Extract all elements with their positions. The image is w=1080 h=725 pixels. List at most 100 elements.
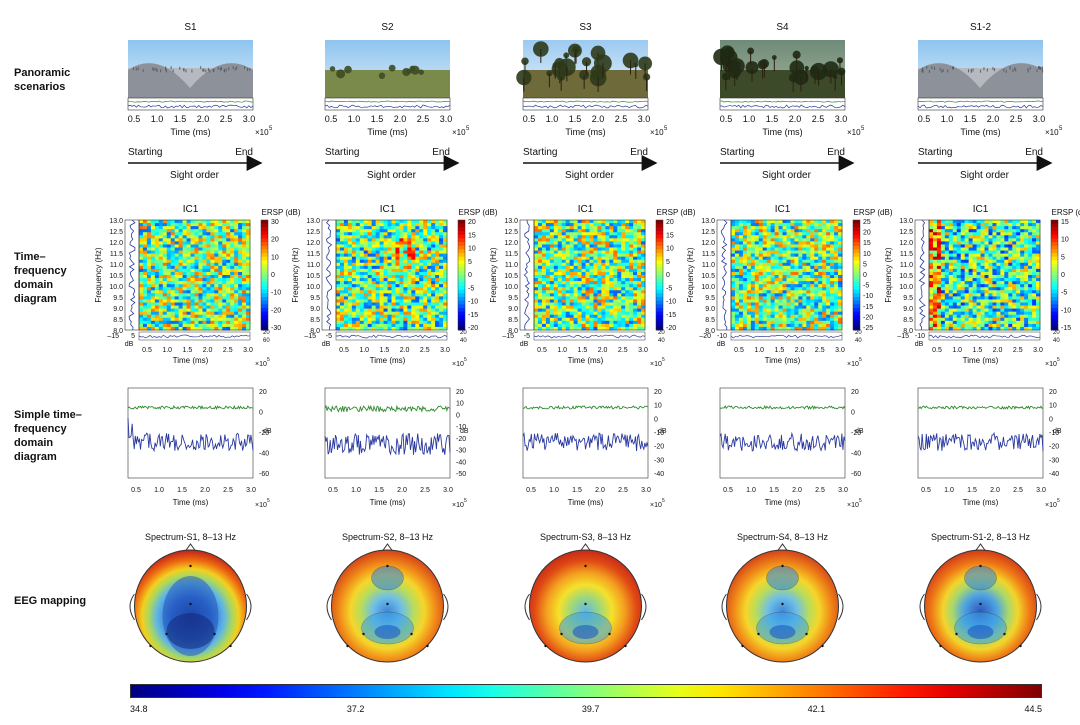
x-exponent: ×10 [847,502,859,509]
x-axis-label: Time (ms) [960,127,1000,137]
ersp-tick-label: 25 [863,219,871,226]
freq-tick-label: 13.0 [306,218,320,225]
freq-tick-label: 8.5 [903,317,913,324]
x-tick-label: 1.5 [569,114,582,124]
spectrum-title: Spectrum-S1-2, 8–13 Hz [931,532,1031,542]
bottom-db-label: –15 [107,333,119,340]
end-label: End [432,147,450,158]
freq-tick-label: 9.5 [705,295,715,302]
row-label-line: Simple time– [14,409,82,421]
freq-tick-label: 9.0 [310,306,320,313]
x-tick-label: 1.0 [154,487,164,494]
freq-tick-label: 8.5 [310,317,320,324]
x-exponent: ×10 [1045,128,1059,137]
ersp-tick-label: -5 [863,283,869,290]
row-label-line: Time– [14,251,46,263]
simple-db-unit: dB [1053,428,1062,435]
blue-trace [917,431,1044,452]
bottom-db-label: –15 [897,333,909,340]
x-tick-label: 2.0 [592,114,605,124]
x-axis-label: Time (ms) [173,498,209,507]
eeg-scalp-map [919,543,1042,663]
x-axis-label: Time (ms) [963,498,999,507]
x-exponent: ×10 [1045,361,1057,368]
x-tick-label: 2.5 [1013,487,1023,494]
ersp-label: ERSP (dB) [854,208,893,217]
freq-tick-label: 12.0 [899,240,913,247]
bottom-db-label: -10 [915,333,925,340]
simple-y-tick: -10 [1049,430,1059,437]
x-tick-label: 1.5 [973,347,983,354]
x-tick-label: 2.5 [618,347,628,354]
x-tick-label: 1.5 [572,487,582,494]
freq-tick-label: 11.5 [110,251,123,258]
freq-tick-label: 8.0 [508,328,518,335]
simple-tf-plot [127,387,254,479]
simple-db-unit: dB [460,428,469,435]
x-tick-label: 0.5 [932,347,942,354]
x-exponent: ×10 [452,128,466,137]
panorama-image [324,40,451,111]
freq-tick-label: 11.0 [900,262,913,269]
bottom-db-unit: dB [125,341,134,348]
ersp-tick-label: 0 [271,272,275,279]
freq-tick-label: 11.0 [702,262,715,269]
x-tick-label: 3.0 [641,487,651,494]
ersp-label: ERSP (dB) [1052,208,1080,217]
eeg-scalp-map [129,543,252,663]
ersp-tick-label: -15 [863,304,873,311]
ic-title: IC1 [380,204,396,215]
freq-axis-label: Frequency (Hz) [489,247,498,302]
simple-y-tick: -40 [456,459,466,466]
simple-y-tick: 10 [456,401,464,408]
ersp-tick-label: 20 [666,219,674,226]
spectrum-title: Spectrum-S1, 8–13 Hz [145,532,237,542]
freq-tick-label: 13.0 [504,218,518,225]
freq-tick-label: 10.5 [899,273,913,280]
ersp-tick-label: -10 [1061,307,1071,314]
x-exponent-power: 5 [269,126,273,132]
freq-tick-label: 9.0 [705,306,715,313]
ersp-tick-label: 5 [468,259,472,266]
eeg-scalp-map [326,543,449,663]
sight-order-label: Sight order [565,170,615,181]
freq-tick-label: 10.5 [504,273,518,280]
freq-tick-label: 12.5 [899,229,913,236]
x-axis-label: Time (ms) [367,127,407,137]
x-tick-label: 0.5 [720,114,733,124]
row-label-panoramic: Panoramic scenarios [14,66,70,94]
simple-y-tick: -20 [1049,444,1059,451]
ersp-tick-label: -10 [666,299,676,306]
x-axis-label: Time (ms) [762,127,802,137]
freq-tick-label: 10.0 [504,284,518,291]
x-tick-label: 0.5 [325,114,338,124]
bottom-db-label: –20 [699,333,711,340]
end-label: End [1025,147,1043,158]
freq-tick-label: 8.0 [705,328,715,335]
simple-y-tick: -10 [654,430,664,437]
x-tick-label: 2.0 [789,114,802,124]
sight-order-label: Sight order [170,170,220,181]
spectrum-title: Spectrum-S4, 8–13 Hz [737,532,829,542]
bottom-db-unit: dB [717,341,726,348]
freq-axis-label: Frequency (Hz) [94,247,103,302]
x-tick-label: 3.0 [243,114,256,124]
bottom-db-unit: dB [322,341,331,348]
right-db-label: 40 [1053,338,1060,344]
x-tick-label: 2.0 [394,114,407,124]
x-tick-label: 2.0 [987,114,1000,124]
ersp-tick-label: 15 [666,232,674,239]
eeg-scalp-map [524,543,647,663]
freq-tick-label: 11.0 [307,262,320,269]
right-db-label: 60 [263,338,270,344]
x-tick-label: 3.0 [638,114,651,124]
ersp-tick-label: 5 [666,259,670,266]
x-tick-label: 2.5 [615,114,628,124]
x-tick-label: 2.5 [223,487,233,494]
freq-tick-label: 12.0 [306,240,320,247]
x-exponent-power: 5 [662,498,665,504]
row-label-simple: Simple time– frequency domain diagram [14,408,82,464]
